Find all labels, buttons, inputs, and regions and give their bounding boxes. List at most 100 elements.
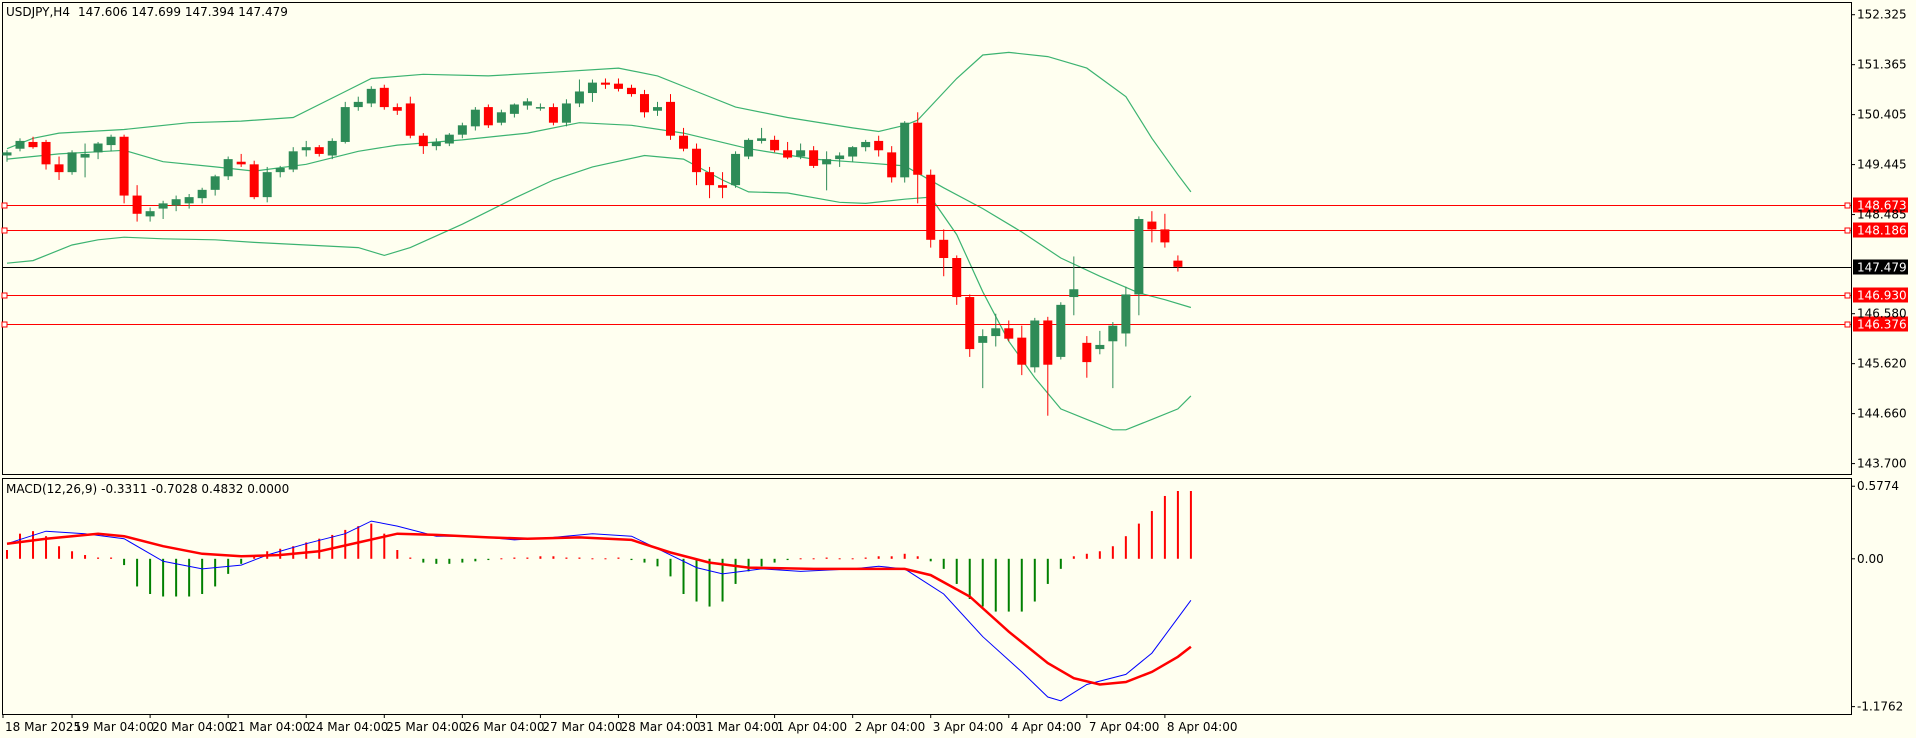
level-handle-right[interactable] (1844, 321, 1851, 328)
candle-bull[interactable] (653, 107, 662, 111)
candle-bull[interactable] (535, 107, 545, 109)
candle-bear[interactable] (41, 141, 51, 165)
candle-bull[interactable] (561, 103, 571, 123)
candlesticks[interactable] (2, 78, 1183, 416)
candle-bear[interactable] (718, 185, 728, 188)
candle-bear[interactable] (54, 164, 64, 173)
candle-bull[interactable] (496, 112, 506, 123)
candle-bear[interactable] (809, 150, 819, 166)
candle-bull[interactable] (457, 125, 467, 135)
candle-bear[interactable] (1017, 337, 1027, 365)
candle-bear[interactable] (418, 135, 428, 147)
candle-bear[interactable] (639, 94, 649, 113)
candle-bull[interactable] (796, 150, 806, 157)
candle-bear[interactable] (679, 135, 689, 149)
candle-bull[interactable] (275, 167, 285, 173)
candle-bull[interactable] (431, 141, 441, 147)
candle-bear[interactable] (548, 107, 558, 123)
candle-bear[interactable] (770, 139, 780, 151)
candle-bull[interactable] (1121, 294, 1131, 334)
candle-bear[interactable] (28, 141, 38, 148)
candle-bull[interactable] (574, 91, 584, 104)
candle-bull[interactable] (757, 138, 767, 141)
candle-bull[interactable] (861, 141, 871, 148)
macd-indicator[interactable] (6, 490, 1192, 702)
candle-bull[interactable] (822, 159, 832, 165)
level-handle-right[interactable] (1844, 227, 1851, 234)
candle-bear[interactable] (236, 161, 246, 165)
candle-bear[interactable] (119, 136, 129, 196)
candle-bull[interactable] (522, 101, 532, 106)
candle-bear[interactable] (952, 258, 962, 298)
candle-bull[interactable] (223, 159, 233, 177)
candle-bear[interactable] (1173, 260, 1183, 267)
candle-bull[interactable] (353, 101, 363, 108)
candle-bull[interactable] (366, 88, 376, 104)
candle-bull[interactable] (171, 199, 181, 206)
candle-bull[interactable] (80, 153, 90, 158)
candle-bull[interactable] (1095, 344, 1105, 350)
candle-bear[interactable] (405, 103, 415, 136)
candle-bull[interactable] (900, 122, 910, 178)
level-handle-right[interactable] (1844, 202, 1851, 209)
candle-bull[interactable] (444, 134, 454, 144)
candle-bull[interactable] (340, 107, 350, 142)
candle-bear[interactable] (874, 140, 884, 151)
candle-bull[interactable] (731, 153, 741, 186)
candle-bull[interactable] (744, 139, 754, 157)
candle-bull[interactable] (158, 203, 168, 209)
candle-bull[interactable] (93, 143, 103, 153)
candle-bull[interactable] (991, 328, 1001, 337)
candle-bear[interactable] (965, 297, 975, 350)
candle-bull[interactable] (1108, 325, 1118, 342)
candle-bear[interactable] (1004, 328, 1014, 339)
level-handle-left[interactable] (1, 202, 8, 209)
candle-bull[interactable] (2, 152, 12, 156)
candle-bull[interactable] (1030, 320, 1040, 368)
candle-bull[interactable] (835, 155, 845, 160)
level-handle-left[interactable] (1, 321, 8, 328)
candle-bear[interactable] (132, 195, 142, 214)
candle-bear[interactable] (666, 101, 676, 136)
candle-bull[interactable] (470, 109, 480, 127)
candle-bear[interactable] (1147, 221, 1157, 230)
candle-bull[interactable] (848, 147, 858, 157)
candle-bull[interactable] (67, 152, 77, 173)
candle-bear[interactable] (705, 172, 715, 186)
candle-bull[interactable] (145, 211, 155, 217)
candle-bear[interactable] (1160, 229, 1170, 243)
candle-bear[interactable] (783, 150, 793, 158)
candle-bull[interactable] (262, 172, 272, 198)
candle-bull[interactable] (587, 82, 597, 94)
candle-bull[interactable] (184, 197, 194, 204)
level-handle-left[interactable] (1, 292, 8, 299)
candle-bear[interactable] (626, 87, 636, 95)
candle-bear[interactable] (887, 152, 897, 178)
candle-bull[interactable] (327, 140, 337, 156)
candle-bull[interactable] (288, 151, 298, 170)
candle-bear[interactable] (939, 239, 949, 259)
candle-bear[interactable] (1043, 320, 1053, 365)
candle-bear[interactable] (249, 164, 259, 198)
candle-bear[interactable] (392, 107, 402, 111)
level-handle-right[interactable] (1844, 292, 1851, 299)
candle-bear[interactable] (600, 82, 610, 85)
candle-bear[interactable] (613, 83, 623, 89)
candle-bull[interactable] (106, 136, 116, 146)
candle-bear[interactable] (483, 107, 493, 126)
candle-bull[interactable] (1069, 289, 1079, 298)
candle-bull[interactable] (197, 189, 207, 199)
candle-bear[interactable] (1082, 342, 1092, 363)
candle-bull[interactable] (1056, 304, 1066, 357)
candle-bull[interactable] (509, 104, 519, 114)
candle-bull[interactable] (210, 176, 220, 190)
candle-bull[interactable] (15, 140, 25, 149)
candle-bear[interactable] (379, 87, 389, 108)
candle-bear[interactable] (314, 147, 324, 154)
candle-bear[interactable] (926, 174, 936, 240)
candle-bull[interactable] (301, 147, 311, 151)
candle-bear[interactable] (913, 122, 923, 175)
candle-bear[interactable] (692, 148, 702, 173)
